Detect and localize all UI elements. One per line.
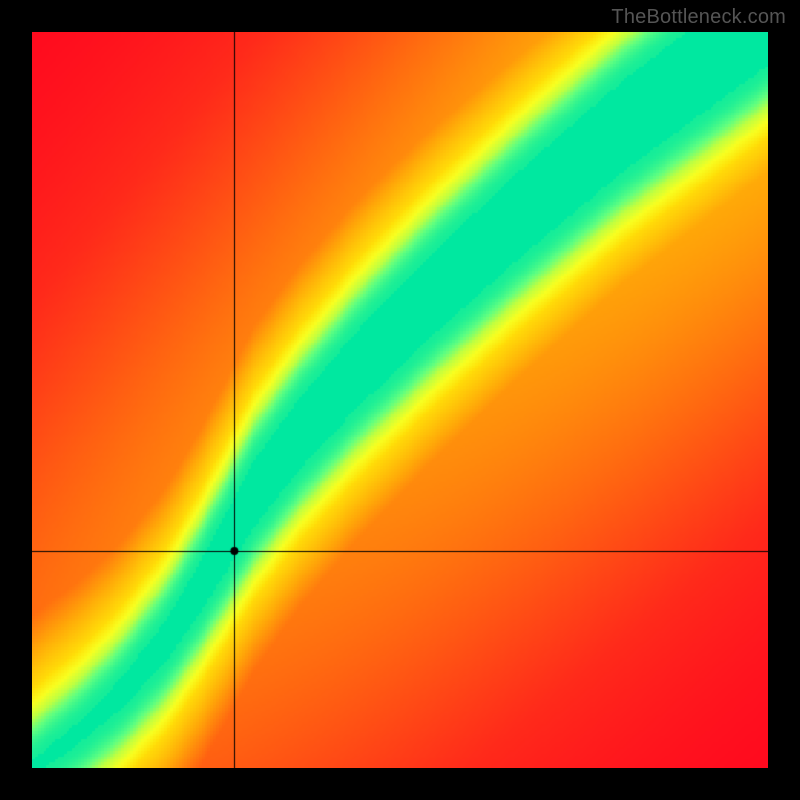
chart-container: TheBottleneck.com xyxy=(0,0,800,800)
watermark-text: TheBottleneck.com xyxy=(611,6,786,29)
heatmap-canvas xyxy=(32,32,768,768)
